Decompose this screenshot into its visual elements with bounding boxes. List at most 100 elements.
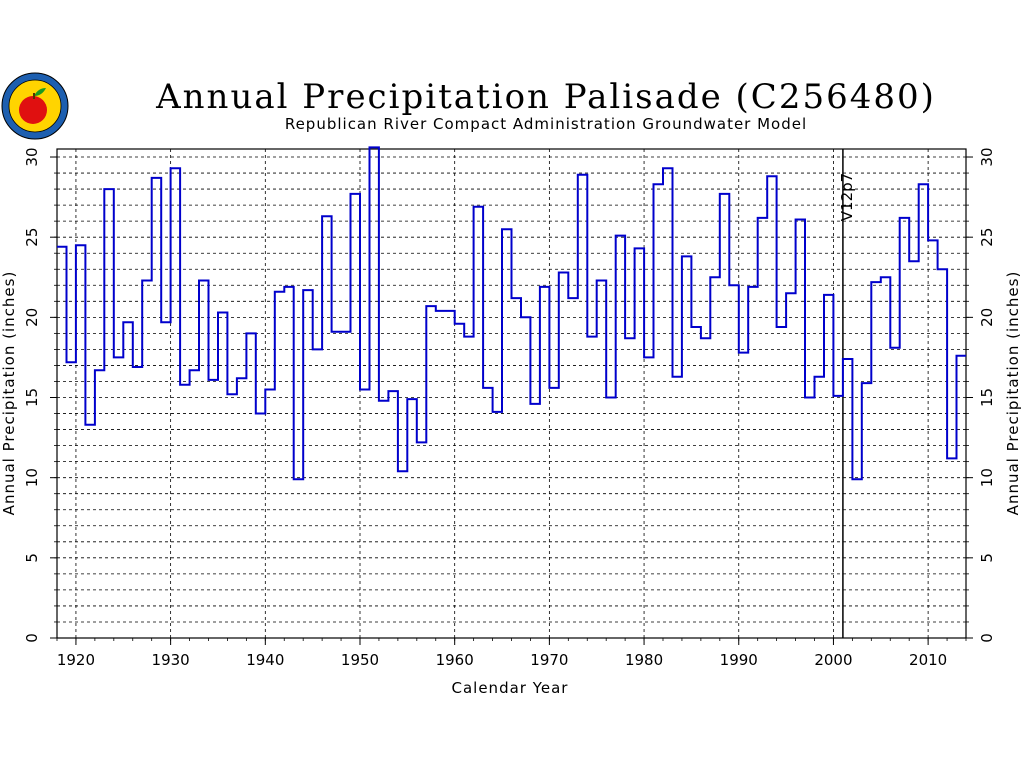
year-value-mark <box>180 384 189 386</box>
year-value-mark <box>625 337 634 339</box>
year-value-mark <box>947 457 956 459</box>
year-value-mark <box>436 310 445 312</box>
year-value-mark <box>862 382 871 384</box>
year-value-mark <box>199 279 208 281</box>
year-value-mark <box>701 337 710 339</box>
year-value-mark <box>171 167 180 169</box>
x-tick-label: 2010 <box>909 651 947 669</box>
year-value-mark <box>521 316 530 318</box>
year-value-mark <box>909 260 918 262</box>
year-value-mark <box>739 352 748 354</box>
x-tick-label: 1980 <box>625 651 663 669</box>
year-value-mark <box>426 305 435 307</box>
year-value-mark <box>672 376 681 378</box>
chart-subtitle: Republican River Compact Administration … <box>285 115 807 133</box>
x-tick-label: 1940 <box>246 651 284 669</box>
year-value-mark <box>152 177 161 179</box>
year-value-mark <box>900 217 909 219</box>
year-value-mark <box>635 247 644 249</box>
year-value-mark <box>209 379 218 381</box>
year-value-mark <box>540 286 549 288</box>
year-value-mark <box>682 255 691 257</box>
year-value-mark <box>710 276 719 278</box>
x-tick-label: 1950 <box>341 651 379 669</box>
year-value-mark <box>559 271 568 273</box>
y-tick-label-left: 5 <box>23 553 41 563</box>
year-value-mark <box>796 219 805 221</box>
y-tick-label-right: 10 <box>978 468 996 487</box>
year-value-mark <box>777 326 786 328</box>
grid-lines <box>57 149 966 638</box>
year-value-mark <box>351 193 360 195</box>
year-value-mark <box>455 323 464 325</box>
year-value-mark <box>729 284 738 286</box>
year-value-mark <box>767 175 776 177</box>
year-value-mark <box>142 279 151 281</box>
year-value-mark <box>303 289 312 291</box>
y-tick-label-left: 20 <box>23 308 41 327</box>
y-tick-label-right: 5 <box>978 553 996 563</box>
year-value-mark <box>881 276 890 278</box>
year-value-mark <box>218 312 227 314</box>
year-value-mark <box>606 397 615 399</box>
year-value-mark <box>246 332 255 334</box>
year-value-mark <box>369 146 378 148</box>
year-value-mark <box>256 413 265 415</box>
yearly-values <box>57 146 966 480</box>
year-value-mark <box>474 206 483 208</box>
year-value-mark <box>133 366 142 368</box>
year-value-mark <box>691 326 700 328</box>
year-value-mark <box>388 390 397 392</box>
year-value-mark <box>379 400 388 402</box>
year-value-mark <box>928 239 937 241</box>
year-value-mark <box>190 369 199 371</box>
y-tick-label-right: 15 <box>978 388 996 407</box>
year-value-mark <box>265 388 274 390</box>
year-value-mark <box>322 215 331 217</box>
y-tick-label-left: 10 <box>23 468 41 487</box>
year-value-mark <box>568 297 577 299</box>
year-value-mark <box>663 167 672 169</box>
year-value-mark <box>493 411 502 413</box>
year-value-mark <box>57 246 66 248</box>
year-value-mark <box>957 355 966 357</box>
year-value-mark <box>114 356 123 358</box>
year-value-mark <box>104 188 113 190</box>
year-value-mark <box>748 286 757 288</box>
x-tick-label: 1990 <box>720 651 758 669</box>
year-value-mark <box>843 358 852 360</box>
year-value-mark <box>341 331 350 333</box>
x-axis-label: Calendar Year <box>452 679 569 697</box>
year-value-mark <box>890 347 899 349</box>
year-value-mark <box>284 286 293 288</box>
annotation-label: V12p7 <box>838 173 856 221</box>
y-axis-label-left: Annual Precipitation (inches) <box>0 271 18 516</box>
year-value-mark <box>275 291 284 293</box>
x-tick-label: 1920 <box>57 651 95 669</box>
x-tick-label: 1930 <box>152 651 190 669</box>
year-value-mark <box>294 478 303 480</box>
year-value-mark <box>332 331 341 333</box>
y-tick-label-left: 30 <box>23 147 41 166</box>
year-value-mark <box>852 478 861 480</box>
y-axis-right: 0 5 10 15 20 25 30 <box>966 147 996 643</box>
year-value-mark <box>407 398 416 400</box>
year-value-mark <box>833 395 842 397</box>
year-value-mark <box>360 388 369 390</box>
year-value-mark <box>597 279 606 281</box>
y-tick-label-left: 15 <box>23 388 41 407</box>
year-value-mark <box>161 321 170 323</box>
year-value-mark <box>786 292 795 294</box>
y-tick-label-left: 0 <box>23 633 41 643</box>
year-value-mark <box>95 369 104 371</box>
year-value-mark <box>654 183 663 185</box>
year-value-mark <box>227 393 236 395</box>
rrca-logo <box>1 72 69 140</box>
year-value-mark <box>464 336 473 338</box>
year-value-mark <box>578 174 587 176</box>
y-axis-label-right: Annual Precipitation (inches) <box>1004 271 1022 516</box>
year-value-mark <box>66 361 75 363</box>
y-tick-label-right: 20 <box>978 308 996 327</box>
year-value-mark <box>502 228 511 230</box>
chart-title: Annual Precipitation Palisade (C256480) <box>155 77 936 117</box>
